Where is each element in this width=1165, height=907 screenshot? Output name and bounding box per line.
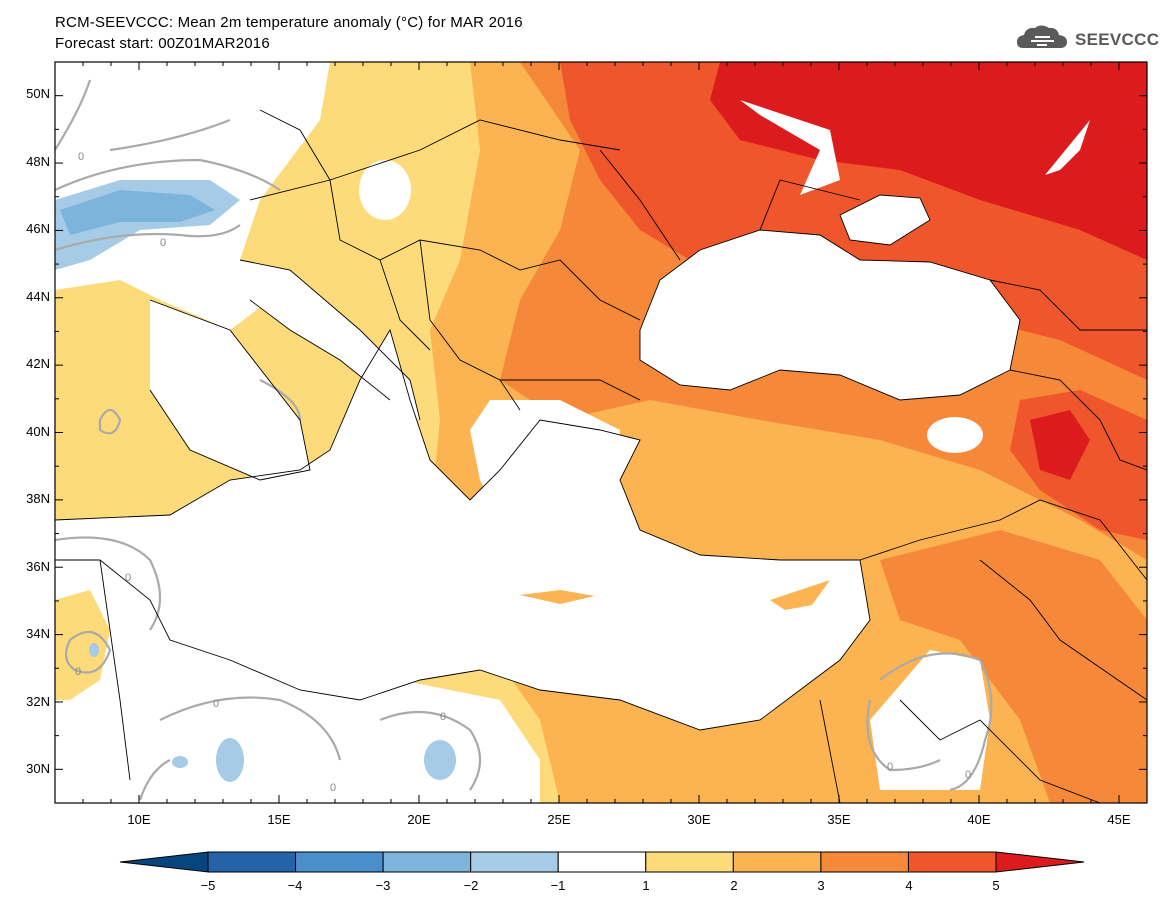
lat-label-32n: 32N [26,694,50,709]
anomaly-region-darkred-east [1030,410,1090,480]
anomaly-region-darkred [710,62,1147,260]
colorbar-tick-m4: −4 [287,878,303,893]
anomaly-hole-ukraine-b [1045,120,1090,175]
seevccc-logo-text: SEEVCCC [1075,30,1160,49]
contour-label-3: 0 [213,698,219,710]
colorbar-tick-2: 2 [730,878,738,893]
aegean-sea [470,400,620,560]
lat-label-50n: 50N [26,86,50,101]
anomaly-spot-blue-d [89,643,99,657]
anomaly-hole-sinai [870,650,990,790]
lat-label-30n: 30N [26,761,50,776]
colorbar-tick-m1: −1 [550,878,566,893]
anomaly-region-orange-south [880,530,1147,803]
lat-label-40n: 40N [26,424,50,439]
colorbar-tick-3: 3 [817,878,825,893]
lon-label-10e: 10E [127,812,151,827]
anomaly-spot-blue-c [172,756,188,768]
sea-of-azov [840,195,930,245]
contour-label-1: 0 [160,237,166,249]
colorbar-tick-1: 1 [642,878,650,893]
lat-label-48n: 48N [26,154,50,169]
lat-label-46n: 46N [26,221,50,236]
forecast-start-label: Forecast start: 00Z01MAR2016 [55,35,270,52]
lat-label-34n: 34N [26,626,50,641]
lon-label-35e: 35E [827,812,851,827]
contour-label-2: 0 [125,572,131,584]
lon-label-45e: 45E [1107,812,1131,827]
lon-label-25e: 25E [547,812,571,827]
anomaly-region-light-africa [55,590,110,700]
anomaly-hole-turkey [927,417,983,453]
country-borders [99,109,1147,803]
colorbar-tick-m3: −3 [375,878,391,893]
lat-label-44n: 44N [26,289,50,304]
anomaly-region-blue-alps-core [60,190,215,235]
mediterranean-coastline [55,328,871,731]
anomaly-spot-blue-a [216,738,244,782]
zero-contour-alps [55,158,281,252]
colorbar-tick-m2: −2 [463,878,479,893]
zero-contour-west [55,79,231,152]
contour-label-8: 0 [75,666,81,678]
colorbar-tick-5: 5 [992,878,1000,893]
lon-label-15e: 15E [267,812,291,827]
black-sea-coastline [639,229,1021,401]
italy-coastline [149,299,311,481]
lat-label-38n: 38N [26,491,50,506]
adriatic-sea [240,260,420,420]
azov-coastline [839,194,931,246]
contour-label-4: 0 [440,711,446,723]
anomaly-hole-hungary [359,160,411,220]
black-sea [640,230,1020,400]
lat-label-42n: 42N [26,356,50,371]
contour-label-6: 0 [965,769,971,781]
anomaly-hole-ukraine-a [740,100,840,195]
contour-label-0: 0 [78,151,84,163]
lon-label-20e: 20E [407,812,431,827]
lon-label-40e: 40E [967,812,991,827]
contour-label-7: 0 [887,761,893,773]
zero-contour-sinai [866,652,993,792]
tyrrhenian-sea [150,300,310,480]
zero-contour-italy [98,379,302,435]
adriatic-coastline [239,259,421,421]
map-title: RCM-SEEVCCC: Mean 2m temperature anomaly… [55,14,523,31]
crete-island [520,590,595,604]
colorbar-tick-m5: −5 [200,878,216,893]
mediterranean-sea [55,330,870,730]
colorbar-tick-4: 4 [905,878,913,893]
anomaly-spot-blue-b [424,740,456,780]
contour-label-5: 0 [330,782,336,794]
lon-label-30e: 30E [687,812,711,827]
cyprus-island [770,580,830,610]
lat-label-36n: 36N [26,559,50,574]
zero-contour-africa [55,536,481,801]
cloud-logo-icon [1017,25,1067,48]
